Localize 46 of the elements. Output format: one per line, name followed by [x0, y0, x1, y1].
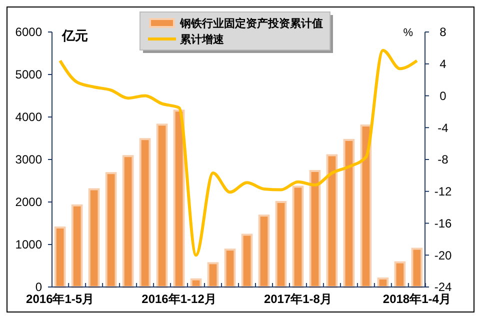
x-tick-label: 2016年1-12月 — [142, 292, 216, 306]
x-tick-label: 2016年1-5月 — [26, 292, 94, 306]
y2-tick-label: 0 — [440, 88, 447, 103]
bar — [292, 186, 304, 288]
bar — [173, 110, 185, 288]
bar — [224, 248, 236, 288]
bar — [207, 262, 219, 288]
y-tick-label: 3000 — [15, 152, 42, 167]
bar — [241, 234, 253, 288]
y-axis-title: 亿元 — [61, 28, 88, 43]
bar — [71, 204, 83, 288]
bar — [309, 170, 321, 288]
y2-tick-label: -4 — [438, 120, 449, 135]
bar — [156, 124, 168, 288]
bar — [326, 154, 338, 288]
legend-label: 钢铁行业固定资产投资累计值 — [179, 16, 323, 30]
y-tick-label: 6000 — [15, 25, 42, 40]
bar — [360, 124, 372, 288]
bar — [139, 138, 151, 288]
x-tick-label: 2018年1-4月 — [382, 292, 451, 306]
y2-tick-label: 8 — [440, 25, 447, 40]
y-tick-label: 0 — [35, 280, 42, 294]
bar — [88, 188, 100, 288]
y2-tick-label: -8 — [438, 152, 449, 167]
y2-tick-label: -16 — [434, 216, 452, 230]
bar — [122, 155, 134, 288]
x-tick-label: 2017年1-8月 — [264, 292, 332, 306]
bar — [343, 138, 355, 288]
bar — [411, 248, 423, 288]
legend-label: 累计增速 — [179, 32, 225, 46]
y-tick-label: 5000 — [15, 68, 42, 82]
bar — [258, 214, 270, 288]
bar — [54, 226, 66, 288]
y-tick-label: 4000 — [15, 110, 42, 124]
y2-tick-label: -24 — [434, 280, 452, 294]
bar — [105, 172, 117, 288]
y-tick-label: 2000 — [15, 195, 42, 210]
bar — [394, 261, 406, 288]
y2-tick-label: -12 — [434, 184, 452, 199]
y2-tick-label: 4 — [440, 57, 447, 72]
bar — [377, 278, 389, 288]
bar — [275, 201, 287, 288]
y2-axis-title: % — [403, 27, 414, 39]
y2-tick-label: -20 — [434, 248, 452, 262]
line-series — [58, 48, 418, 257]
y-tick-label: 1000 — [15, 238, 42, 252]
